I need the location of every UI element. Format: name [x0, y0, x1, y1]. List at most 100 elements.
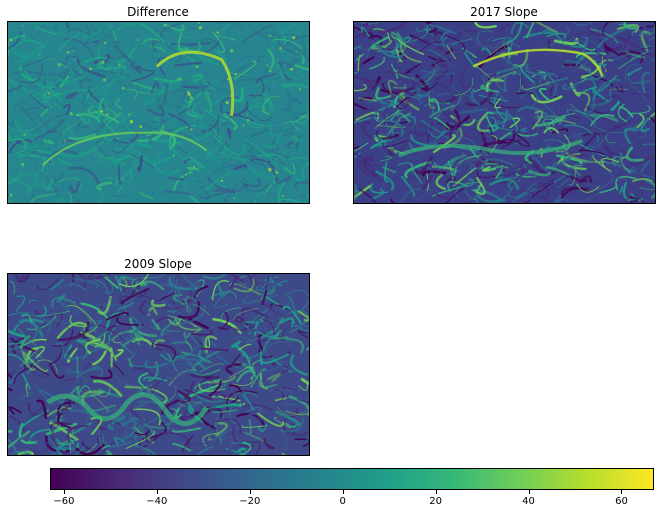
heatmap-texture-stroke	[505, 111, 512, 120]
heatmap-texture-stroke	[528, 169, 552, 177]
heatmap-texture-stroke	[34, 26, 58, 36]
heatmap-texture-stroke	[422, 174, 434, 190]
heatmap-texture-stroke	[187, 166, 199, 171]
heatmap-texture-stroke	[83, 155, 114, 171]
bright-speck	[139, 125, 143, 128]
heatmap-texture-stroke	[293, 63, 309, 71]
heatmap-texture-stroke	[149, 386, 156, 406]
heatmap-texture-stroke	[149, 439, 162, 455]
heatmap-texture-stroke	[280, 22, 290, 31]
bright-speck	[268, 168, 272, 172]
heatmap-texture-stroke	[42, 72, 65, 87]
heatmap-texture-stroke	[370, 183, 389, 194]
heatmap-texture-stroke	[601, 157, 619, 168]
heatmap-texture-stroke	[591, 79, 621, 101]
heatmap-texture-stroke	[564, 32, 574, 42]
heatmap-texture-stroke	[282, 289, 309, 297]
heatmap-texture-stroke	[284, 162, 296, 175]
heatmap-texture-stroke	[225, 179, 249, 198]
heatmap-texture-stroke	[568, 64, 577, 74]
heatmap-texture-stroke	[444, 34, 466, 52]
heatmap-texture-stroke	[68, 189, 77, 194]
heatmap-texture-stroke	[66, 46, 79, 58]
heatmap-texture-stroke	[24, 363, 49, 376]
heatmap-texture-stroke	[244, 159, 273, 172]
heatmap-texture-stroke	[362, 79, 379, 87]
heatmap-texture-stroke	[49, 189, 60, 196]
heatmap-texture-stroke	[168, 363, 196, 367]
heatmap-texture-stroke	[400, 175, 416, 197]
heatmap-texture-stroke	[287, 296, 297, 314]
heatmap-texture-stroke	[516, 92, 534, 95]
heatmap-texture-stroke	[159, 22, 185, 38]
heatmap-texture-stroke	[167, 143, 194, 166]
heatmap-texture-stroke	[263, 98, 273, 109]
heatmap-texture-stroke	[17, 451, 35, 455]
heatmap-texture-stroke	[183, 443, 211, 449]
heatmap-texture-stroke	[296, 134, 303, 154]
heatmap-texture-stroke	[250, 158, 276, 170]
heatmap-texture-stroke	[408, 41, 421, 51]
heatmap-texture-stroke	[229, 354, 241, 368]
heatmap-texture-stroke	[28, 80, 45, 98]
bright-speck	[101, 60, 105, 65]
heatmap-texture-stroke	[191, 329, 213, 336]
heatmap-texture-stroke	[579, 143, 609, 158]
heatmap-texture-stroke	[206, 151, 229, 159]
heatmap-texture-stroke	[227, 325, 255, 331]
heatmap-texture-stroke	[12, 70, 43, 76]
heatmap-texture-stroke	[467, 126, 497, 146]
heatmap-texture-stroke	[232, 336, 263, 353]
heatmap-texture-stroke	[531, 71, 547, 80]
heatmap-texture-stroke	[235, 369, 256, 383]
heatmap-texture-stroke	[14, 39, 45, 48]
heatmap-texture-stroke	[211, 327, 244, 336]
heatmap-texture-stroke	[281, 452, 288, 455]
heatmap-texture-stroke	[378, 22, 408, 34]
heatmap-texture-stroke	[292, 430, 309, 437]
heatmap-texture-stroke	[271, 107, 298, 123]
heatmap-texture-stroke	[132, 408, 161, 426]
heatmap-texture-stroke	[8, 438, 18, 453]
heatmap-texture-stroke	[273, 303, 294, 315]
heatmap-texture-stroke	[210, 164, 240, 176]
heatmap-texture-stroke	[196, 445, 214, 455]
heatmap-texture-stroke	[562, 60, 590, 70]
bright-speck	[189, 96, 193, 100]
heatmap-texture-stroke	[653, 22, 655, 25]
heatmap-texture-stroke	[207, 376, 236, 384]
heatmap-texture-stroke	[59, 154, 87, 169]
heatmap-texture-stroke	[26, 359, 44, 375]
heatmap-texture-stroke	[496, 71, 508, 93]
heatmap-texture-stroke	[144, 364, 169, 374]
heatmap-texture-stroke	[200, 38, 223, 52]
heatmap-texture-stroke	[131, 316, 142, 330]
heatmap-texture-stroke	[609, 88, 629, 93]
heatmap-texture-stroke	[93, 387, 110, 397]
bright-speck	[69, 112, 73, 116]
heatmap-texture-stroke	[164, 43, 179, 55]
heatmap-texture-stroke	[8, 413, 25, 433]
heatmap-texture-stroke	[216, 418, 241, 435]
heatmap-texture-stroke	[256, 365, 279, 373]
heatmap-texture-stroke	[521, 140, 538, 146]
heatmap-texture-stroke	[135, 125, 165, 143]
heatmap-texture-stroke	[279, 310, 309, 320]
heatmap-texture-stroke	[212, 318, 242, 334]
heatmap-texture-stroke	[572, 164, 583, 176]
heatmap-texture-stroke	[624, 63, 640, 83]
heatmap-texture-stroke	[429, 171, 436, 184]
heatmap-texture-stroke	[112, 130, 140, 144]
heatmap-texture-stroke	[50, 419, 65, 422]
heatmap-texture-stroke	[487, 165, 504, 179]
heatmap-texture-stroke	[159, 283, 181, 305]
heatmap-texture-stroke	[176, 369, 204, 379]
heatmap-texture-stroke	[26, 314, 57, 330]
heatmap-texture-stroke	[162, 83, 169, 106]
heatmap-texture-stroke	[46, 81, 63, 102]
heatmap-texture-stroke	[8, 22, 18, 30]
heatmap-texture-stroke	[227, 274, 245, 284]
heatmap-texture-stroke	[286, 54, 298, 69]
heatmap-texture-stroke	[370, 98, 390, 117]
heatmap-texture-stroke	[354, 63, 363, 67]
